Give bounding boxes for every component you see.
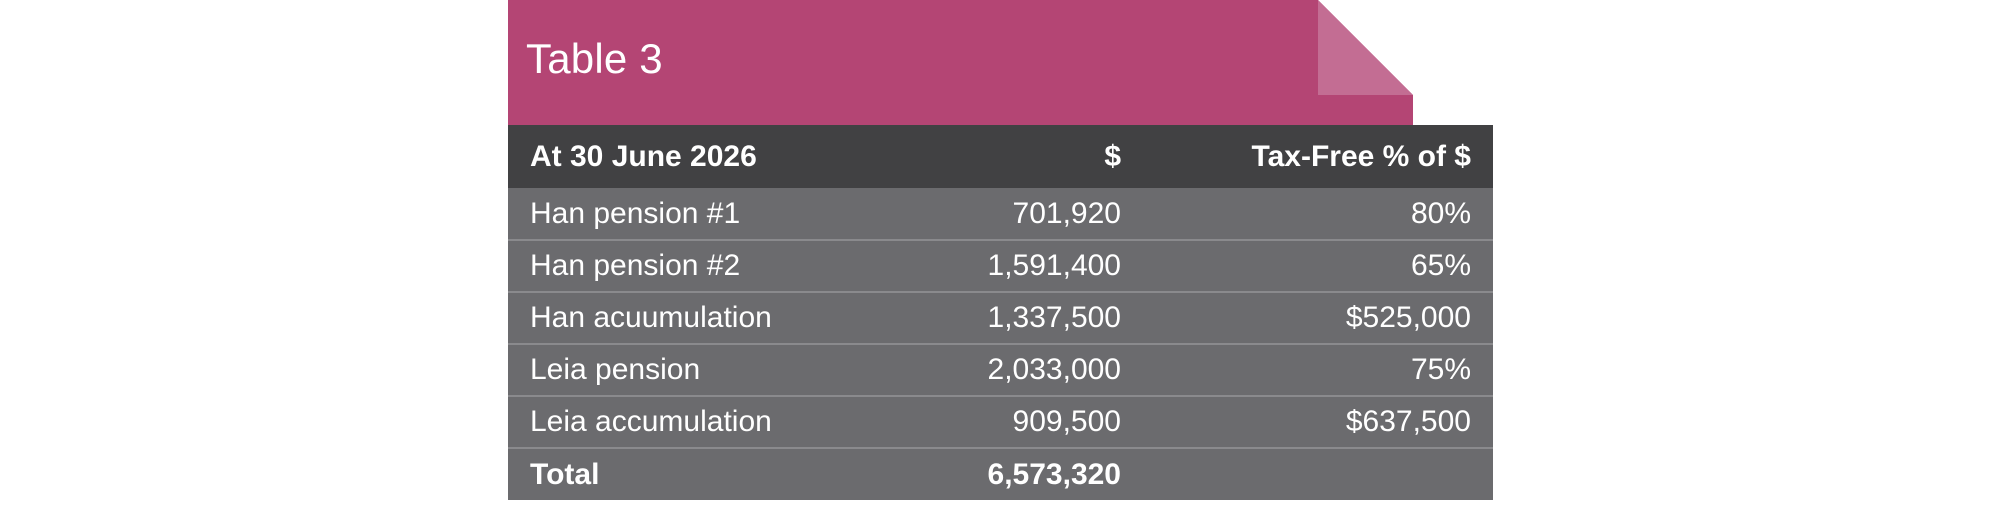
total-row: Total 6,573,320: [508, 448, 1493, 500]
column-header-amount: $: [1104, 139, 1121, 173]
row-tax-free: $525,000: [1345, 301, 1471, 334]
row-label: Han acuumulation: [530, 301, 772, 334]
row-amount: 1,337,500: [987, 301, 1121, 334]
table-row: Han pension #1 701,920 80%: [508, 188, 1493, 240]
table-row: Leia accumulation 909,500 $637,500: [508, 396, 1493, 448]
row-tax-free: 80%: [1410, 196, 1471, 230]
table-title: Table 3: [526, 35, 663, 82]
data-table: At 30 June 2026 $ Tax-Free % of $ Han pe…: [508, 125, 1493, 500]
title-tab: [508, 0, 1413, 125]
total-amount: 6,573,320: [987, 457, 1121, 491]
header-row: At 30 June 2026 $ Tax-Free % of $: [508, 125, 1493, 188]
total-tax-free: [1143, 448, 1493, 500]
row-label: Han pension #1: [530, 196, 741, 230]
row-amount: 1,591,400: [987, 249, 1121, 282]
row-tax-free: 75%: [1410, 353, 1471, 386]
row-amount: 909,500: [1012, 405, 1121, 438]
table-row: Leia pension 2,033,000 75%: [508, 344, 1493, 396]
row-label: Leia accumulation: [530, 405, 772, 438]
total-label: Total: [530, 457, 600, 491]
row-amount: 701,920: [1012, 196, 1121, 230]
row-tax-free: $637,500: [1345, 405, 1471, 438]
row-label: Han pension #2: [530, 249, 741, 282]
row-tax-free: 65%: [1410, 249, 1471, 282]
row-label: Leia pension: [530, 353, 701, 386]
column-header-tax-free: Tax-Free % of $: [1251, 139, 1471, 173]
table-row: Han acuumulation 1,337,500 $525,000: [508, 292, 1493, 344]
folded-corner: [1318, 0, 1413, 95]
row-amount: 2,033,000: [987, 353, 1121, 386]
table-row: Han pension #2 1,591,400 65%: [508, 240, 1493, 292]
table-card: Table 3 At 30 June 2026 $ Tax-Free % of …: [508, 0, 1493, 507]
column-header-date: At 30 June 2026: [530, 139, 757, 173]
